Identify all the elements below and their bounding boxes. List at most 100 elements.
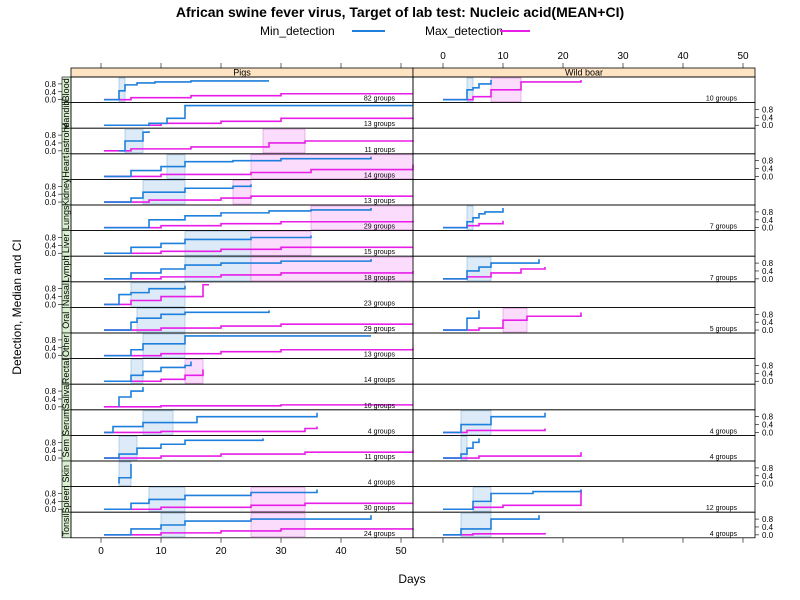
row-spleen: Spleen 0.00.40.8 30 groups 12 groups	[45, 485, 756, 514]
max-detection-line	[443, 532, 546, 536]
min-detection-line	[104, 285, 186, 306]
groups-count-label: 13 groups	[364, 121, 396, 128]
y-tick-label: 0.0	[45, 249, 57, 258]
tissue-label: Gastrohe	[61, 122, 71, 159]
tissue-label: Lungs	[61, 205, 71, 230]
min-detection-line	[443, 515, 540, 536]
y-tick-label: 0.0	[762, 480, 774, 489]
min-ci-band	[118, 461, 132, 486]
y-tick-label: 0.0	[45, 300, 57, 309]
row-heart: Heart 0.00.40.8 14 groups	[61, 153, 774, 181]
y-tick-label: 0.4	[45, 497, 57, 506]
y-tick-label: 0.8	[762, 208, 774, 217]
x-tick-label: 50	[737, 51, 749, 62]
y-tick-label: 0.8	[45, 233, 57, 242]
panel-frame	[412, 204, 756, 232]
y-tick-label: 0.4	[45, 190, 57, 199]
min-detection-line	[104, 310, 270, 331]
groups-count-label: 4 groups	[710, 454, 738, 461]
panel-mandib-wild-boar	[412, 102, 756, 129]
panel-mandib-pigs: 13 groups	[70, 102, 414, 129]
groups-count-label: 82 groups	[364, 96, 396, 103]
panel-lymph-wild-boar: 7 groups	[412, 255, 756, 283]
groups-count-label: 4 groups	[710, 531, 738, 538]
row-liver: Liver 0.00.40.8 15 groups	[45, 230, 756, 258]
groups-count-label: 15 groups	[364, 249, 396, 256]
min-detection-line	[443, 438, 480, 459]
min-detection-line	[104, 438, 264, 459]
y-tick-label: 0.4	[762, 472, 774, 481]
max-detection-line	[104, 426, 318, 434]
min-detection-line	[104, 335, 371, 357]
max-detection-line	[443, 79, 582, 101]
groups-count-label: 4 groups	[710, 428, 738, 435]
y-tick-label: 0.0	[45, 505, 57, 514]
panel-frame	[70, 102, 414, 129]
y-tick-label: 0.8	[45, 336, 57, 345]
panel-frame	[70, 306, 414, 334]
panel-skin-wild-boar	[412, 460, 756, 488]
max-detection-line	[104, 283, 209, 306]
groups-count-label: 7 groups	[710, 224, 738, 231]
groups-count-label: 11 groups	[364, 147, 395, 154]
panel-spleen-pigs: 30 groups	[70, 486, 414, 513]
panel-frame	[412, 127, 756, 155]
max-detection-line	[104, 220, 414, 229]
y-tick-label: 0.0	[762, 121, 774, 130]
max-detection-line	[104, 270, 414, 280]
y-tick-label: 0.0	[762, 531, 774, 540]
groups-count-label: 4 groups	[368, 480, 396, 487]
tissue-label: Blood	[61, 78, 71, 101]
panel-heart-pigs: 14 groups	[70, 153, 414, 180]
panel-other-pigs: 13 groups	[70, 332, 414, 360]
row-other: Other 0.00.40.8 13 groups	[45, 332, 756, 361]
strip-label: Wild boar	[565, 68, 603, 78]
groups-count-label: 14 groups	[364, 172, 396, 179]
panel-frame	[412, 332, 756, 360]
tissue-label: Tonsil	[61, 513, 71, 536]
x-tick-label: 50	[395, 546, 407, 557]
min-ci-band	[460, 436, 468, 461]
panel-frame	[412, 255, 756, 283]
x-tick-label: 0	[98, 546, 104, 557]
legend-label-min: Min_detection	[260, 24, 335, 38]
min-detection-line	[104, 184, 252, 203]
row-mandib: Mandib 0.00.40.8 13 groups	[61, 101, 774, 131]
max-detection-line	[104, 140, 414, 152]
min-detection-line	[118, 463, 132, 484]
y-tick-label: 0.0	[45, 147, 57, 156]
max-detection-line	[104, 404, 413, 408]
panel-sem-wild-boar: 4 groups	[412, 434, 756, 462]
y-tick-label: 0.8	[762, 259, 774, 268]
x-tick-label: 40	[335, 546, 347, 557]
panel-frame	[412, 153, 756, 180]
groups-count-label: 29 groups	[364, 224, 396, 231]
row-sem: Sem 0.00.40.8 11 groups 4 groups	[45, 434, 756, 463]
x-tick-label: 0	[440, 51, 446, 62]
x-tick-label: 10	[155, 546, 167, 557]
panel-frame	[70, 358, 414, 385]
groups-count-label: 14 groups	[364, 377, 396, 384]
max-detection-line	[104, 369, 204, 383]
panel-lungs-pigs: 29 groups	[70, 204, 414, 232]
panel-frame	[412, 178, 756, 206]
min-detection-line	[443, 412, 546, 434]
y-tick-label: 0.4	[45, 344, 57, 353]
panel-frame	[412, 76, 756, 104]
y-tick-label: 0.8	[762, 310, 774, 319]
max-ci-band	[250, 487, 306, 512]
min-detection-line	[104, 80, 269, 101]
y-tick-label: 0.4	[762, 113, 774, 122]
tissue-label: Nasal	[61, 283, 71, 306]
y-tick-label: 0.0	[45, 96, 57, 105]
y-tick-label: 0.4	[45, 293, 57, 302]
min-detection-line	[443, 259, 540, 280]
x-tick-label: 30	[617, 51, 629, 62]
tissue-label: Liver	[61, 234, 71, 254]
tissue-label: Oral	[61, 312, 71, 329]
max-detection-line	[443, 312, 582, 331]
min-detection-line	[104, 207, 372, 229]
groups-count-label: 7 groups	[710, 275, 738, 282]
max-detection-line	[104, 195, 413, 203]
